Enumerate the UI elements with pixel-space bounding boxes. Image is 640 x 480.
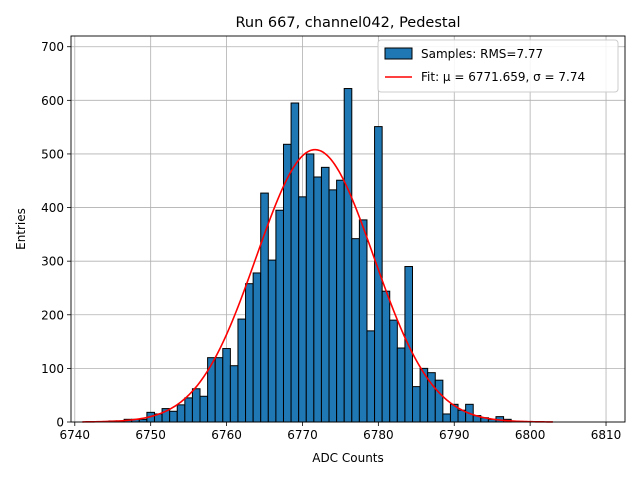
histogram-bar	[412, 386, 421, 423]
histogram-bar	[191, 388, 201, 423]
y-tick-label: 500	[41, 147, 64, 161]
x-axis-label: ADC Counts	[312, 451, 384, 465]
histogram-bar	[275, 209, 284, 423]
fit-curve-line	[82, 148, 553, 423]
histogram-bar	[207, 357, 216, 423]
x-tick-label: 6810	[591, 428, 622, 442]
y-tick-label: 100	[41, 362, 64, 376]
histogram-bar	[434, 379, 444, 423]
histogram-bar	[184, 397, 193, 423]
y-tick-label: 600	[41, 94, 64, 108]
plot-frame	[70, 35, 626, 423]
y-tick-label: 700	[41, 40, 64, 54]
histogram-bar	[245, 283, 254, 423]
histogram-bar	[343, 88, 353, 423]
histogram-bar	[267, 259, 277, 423]
y-axis-label: Entries	[14, 208, 28, 250]
histogram-bar	[199, 395, 209, 423]
x-axis: 6740 6750 6760 6770 6780 6790 6800 6810	[60, 422, 622, 442]
histogram-bar	[351, 238, 360, 423]
x-tick-label: 6740	[60, 428, 91, 442]
y-tick-label: 400	[41, 201, 64, 215]
chart-title: Run 667, channel042, Pedestal	[235, 15, 460, 31]
x-tick-label: 6800	[515, 428, 546, 442]
histogram-bar	[396, 347, 406, 423]
x-tick-label: 6790	[439, 428, 470, 442]
x-tick-label: 6750	[135, 428, 166, 442]
histogram-bar	[169, 410, 178, 423]
histogram-bar	[290, 102, 300, 423]
histogram-bar	[366, 330, 376, 423]
histogram-bar	[214, 357, 224, 423]
histogram-bar	[442, 413, 451, 423]
histogram-bar	[229, 365, 239, 423]
histogram-bar	[389, 319, 398, 423]
histogram-bar	[282, 143, 292, 423]
histogram-bar	[358, 219, 368, 423]
histogram-bar	[237, 318, 247, 423]
histogram-bar	[298, 196, 307, 423]
legend-label-samples: Samples: RMS=7.77	[421, 47, 543, 61]
x-tick-label: 6780	[363, 428, 394, 442]
legend-box	[377, 39, 619, 93]
histogram-bar	[336, 179, 345, 423]
y-tick-label: 0	[56, 416, 64, 430]
legend: Samples: RMS=7.77 Fit: μ = 6771.659, σ =…	[377, 39, 619, 93]
histogram-bar	[252, 272, 262, 423]
histogram-bar	[381, 290, 391, 423]
y-tick-label: 300	[41, 255, 64, 269]
histogram-bar	[176, 404, 186, 423]
legend-swatch-samples	[384, 47, 413, 60]
x-tick-label: 6770	[287, 428, 318, 442]
histogram-bar	[313, 176, 322, 423]
x-tick-label: 6760	[211, 428, 242, 442]
histogram-bar	[328, 189, 338, 423]
legend-label-fit: Fit: μ = 6771.659, σ = 7.74	[421, 70, 585, 84]
fit-curve-group	[82, 148, 553, 423]
y-tick-label: 200	[41, 308, 64, 322]
y-axis: 0 100 200 300 400 500 600 700	[41, 40, 71, 430]
histogram-bar	[305, 153, 315, 423]
histogram-bar	[320, 166, 330, 423]
histogram-bar	[222, 348, 231, 423]
histogram-bar	[374, 126, 383, 423]
